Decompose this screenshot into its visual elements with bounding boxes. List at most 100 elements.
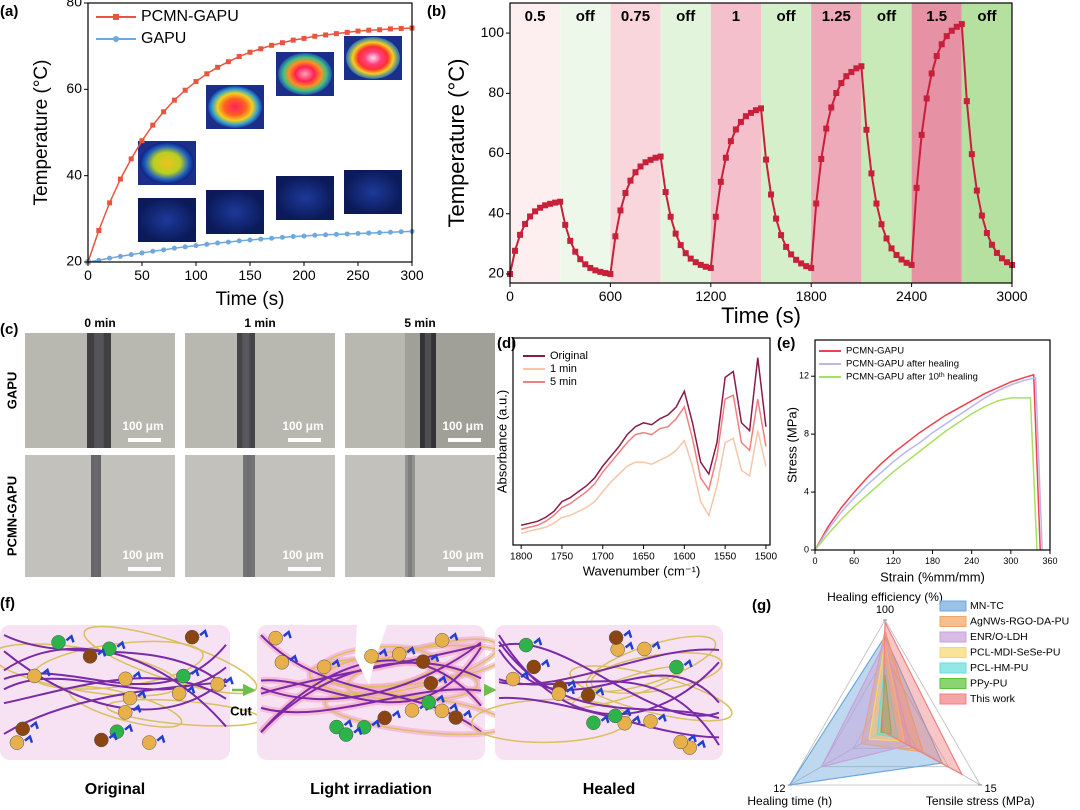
radar-grid bbox=[789, 619, 981, 786]
pigment bbox=[696, 739, 706, 749]
pigment bbox=[657, 713, 667, 722]
y-tick-label: 100 bbox=[481, 24, 505, 40]
series-line bbox=[520, 357, 767, 527]
panel-label: (e) bbox=[777, 335, 795, 352]
row-label: PCMN-GAPU bbox=[4, 476, 19, 556]
marker bbox=[522, 220, 529, 227]
band-label: off bbox=[877, 8, 897, 25]
band-label: 1.5 bbox=[926, 8, 947, 25]
pigment bbox=[624, 641, 634, 650]
band bbox=[610, 3, 661, 283]
marker bbox=[139, 138, 145, 144]
marker bbox=[139, 250, 145, 256]
marker bbox=[398, 229, 404, 235]
marker bbox=[853, 65, 860, 72]
chain bbox=[498, 648, 720, 704]
marker bbox=[717, 178, 724, 185]
legend-label: PCMN-GAPU bbox=[846, 346, 904, 357]
pigment bbox=[199, 629, 209, 638]
marker bbox=[948, 27, 955, 34]
filler bbox=[102, 641, 117, 657]
marker bbox=[793, 256, 800, 263]
marker bbox=[823, 125, 830, 132]
marker bbox=[602, 270, 609, 277]
scratch-edge bbox=[242, 333, 250, 448]
marker bbox=[387, 229, 393, 235]
micrograph bbox=[185, 333, 335, 448]
micrograph bbox=[345, 455, 495, 577]
pigment bbox=[406, 646, 416, 655]
marker bbox=[913, 184, 920, 191]
x-tick-label: 300 bbox=[1003, 556, 1018, 566]
pigment bbox=[463, 709, 472, 718]
marker bbox=[878, 221, 885, 228]
marker bbox=[193, 243, 199, 249]
y-axis-label: Temperature (°C) bbox=[31, 60, 52, 206]
marker bbox=[758, 105, 764, 112]
legend-label: PCMN-GAPU after 10ᵗʰ healing bbox=[846, 372, 978, 383]
y-axis-label: Absorbance (a.u.) bbox=[494, 390, 509, 493]
filler bbox=[51, 635, 66, 650]
x-tick-label: 0 bbox=[812, 556, 817, 566]
marker bbox=[377, 27, 383, 33]
marker bbox=[279, 40, 285, 46]
y-tick-label: 8 bbox=[804, 429, 809, 439]
y-tick-label: 80 bbox=[488, 84, 504, 100]
thermal-inset bbox=[206, 190, 264, 234]
column-label: 0 min bbox=[84, 316, 115, 330]
marker bbox=[333, 31, 339, 37]
x-axis-label: Time (s) bbox=[721, 303, 801, 328]
series-line bbox=[814, 373, 1041, 551]
x-tick-label: 1500 bbox=[755, 552, 778, 563]
pigment bbox=[343, 718, 353, 728]
pigment bbox=[371, 719, 381, 728]
legend-swatch bbox=[939, 693, 967, 705]
x-tick-label: 300 bbox=[400, 267, 424, 283]
filler bbox=[268, 630, 283, 646]
pigment bbox=[438, 675, 448, 684]
marker bbox=[269, 235, 275, 241]
marker bbox=[978, 212, 985, 219]
marker bbox=[117, 176, 123, 182]
marker bbox=[737, 118, 744, 125]
marker bbox=[697, 261, 704, 268]
y-tick-label: 60 bbox=[488, 144, 504, 160]
radar-tick-label: 12 bbox=[773, 783, 785, 795]
filler bbox=[9, 735, 25, 750]
filler bbox=[404, 703, 420, 718]
radar-grid bbox=[852, 692, 918, 749]
band-label: 0.75 bbox=[621, 8, 650, 25]
band bbox=[761, 3, 812, 283]
marker bbox=[532, 208, 539, 215]
pigment bbox=[449, 702, 459, 712]
x-tick-label: 150 bbox=[238, 267, 262, 283]
marker bbox=[712, 213, 719, 220]
stage-label: Original bbox=[85, 781, 145, 798]
pigment bbox=[186, 685, 196, 694]
marker bbox=[617, 207, 624, 214]
marker bbox=[323, 32, 329, 38]
marker bbox=[355, 231, 361, 237]
pigment bbox=[353, 726, 363, 735]
filler bbox=[329, 719, 344, 735]
marker bbox=[323, 232, 329, 238]
scratch-edge bbox=[408, 455, 412, 577]
thermal-inset bbox=[276, 176, 334, 220]
marker bbox=[773, 215, 780, 222]
pigment bbox=[533, 636, 543, 646]
marker bbox=[903, 259, 910, 266]
marker bbox=[258, 236, 264, 242]
marker bbox=[672, 230, 679, 237]
legend-label: 1 min bbox=[550, 363, 577, 375]
series-line bbox=[520, 394, 767, 530]
marker bbox=[377, 230, 383, 236]
marker bbox=[752, 107, 759, 114]
legend-swatch bbox=[939, 600, 967, 612]
pigment bbox=[687, 733, 697, 743]
filler bbox=[518, 637, 534, 653]
marker bbox=[898, 256, 905, 263]
marker bbox=[647, 156, 654, 163]
radar-area bbox=[882, 621, 964, 776]
marker bbox=[301, 233, 307, 239]
marker bbox=[150, 248, 156, 254]
